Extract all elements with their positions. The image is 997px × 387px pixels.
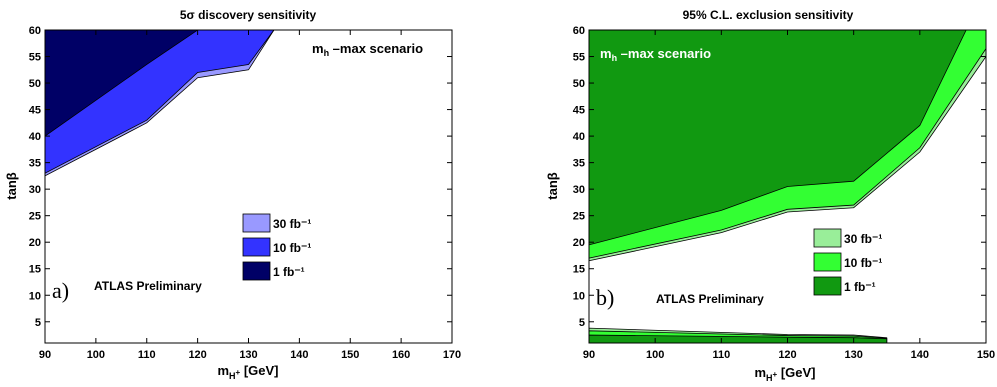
y-tick-label: 25 — [573, 211, 585, 223]
panel-a-title: 5σ discovery sensitivity — [180, 8, 317, 22]
legend-swatch — [242, 261, 271, 281]
y-tick-label: 60 — [29, 25, 41, 37]
panel-b-label: b) — [596, 285, 614, 310]
legend-label: 10 fb⁻¹ — [844, 256, 882, 270]
y-tick-label: 5 — [35, 317, 41, 329]
x-tick-label: 160 — [392, 349, 410, 361]
panel-a-ticks: 90 100 110 120 130 140 150 160 170 5 10 15 20 25 30 35 4… — [29, 25, 461, 361]
panel-b-xlabel: mH+ [GeV] — [754, 365, 815, 383]
y-tick-label: 60 — [573, 25, 585, 37]
x-tick-label: 100 — [646, 349, 664, 361]
panel-a-xlabel: mH+ [GeV] — [217, 363, 278, 381]
x-tick-label: 100 — [87, 349, 105, 361]
y-tick-label: 15 — [29, 264, 41, 276]
panel-b: 95% C.L. exclusion sensitivity 90 100 110 1… — [545, 8, 995, 383]
y-tick-label: 15 — [573, 264, 585, 276]
x-tick-label: 90 — [583, 349, 595, 361]
panel-a-scenario-label: mh –max scenario — [312, 41, 423, 58]
panel-b-scenario-label: mh –max scenario — [600, 46, 711, 63]
legend-label: 1 fb⁻¹ — [844, 280, 876, 294]
y-tick-label: 50 — [573, 78, 585, 90]
legend-swatch — [813, 252, 842, 272]
y-tick-label: 55 — [29, 52, 41, 64]
panel-a: 5σ discovery sensitivity 90 100 110 120 130 1… — [4, 8, 461, 381]
legend-label: 10 fb⁻¹ — [273, 241, 311, 255]
legend-swatch — [242, 213, 271, 233]
legend-swatch — [242, 237, 271, 257]
x-tick-label: 150 — [977, 349, 995, 361]
panel-a-label: a) — [52, 278, 69, 303]
panel-b-ticks: 90 100 110 120 130 140 150 5 10 15 20 25 30 35 40 45 50 5… — [573, 25, 995, 361]
panel-b-regions — [588, 29, 987, 344]
x-tick-label: 110 — [712, 349, 730, 361]
y-tick-label: 5 — [579, 317, 585, 329]
legend-swatch — [813, 276, 842, 296]
x-tick-label: 120 — [188, 349, 206, 361]
y-tick-label: 30 — [573, 184, 585, 196]
x-tick-label: 150 — [341, 349, 359, 361]
panel-a-watermark: ATLAS Preliminary — [94, 279, 202, 293]
y-tick-label: 20 — [573, 237, 585, 249]
panel-a-ylabel: tanβ — [4, 172, 19, 200]
panel-a-regions — [44, 29, 275, 177]
y-tick-label: 10 — [573, 290, 585, 302]
x-tick-label: 130 — [239, 349, 257, 361]
y-tick-label: 30 — [29, 184, 41, 196]
y-tick-label: 55 — [573, 52, 585, 64]
panel-a-legend: 30 fb⁻¹ 10 fb⁻¹ 1 fb⁻¹ — [242, 213, 311, 281]
legend-label: 1 fb⁻¹ — [273, 265, 305, 279]
y-tick-label: 45 — [29, 105, 41, 117]
y-tick-label: 35 — [573, 158, 585, 170]
panel-b-ylabel: tanβ — [545, 172, 560, 200]
x-tick-label: 90 — [39, 349, 51, 361]
x-tick-label: 130 — [844, 349, 862, 361]
panel-b-legend: 30 fb⁻¹ 10 fb⁻¹ 1 fb⁻¹ — [813, 228, 882, 296]
y-tick-label: 45 — [573, 105, 585, 117]
x-tick-label: 140 — [911, 349, 929, 361]
legend-label: 30 fb⁻¹ — [844, 232, 882, 246]
y-tick-label: 25 — [29, 211, 41, 223]
y-tick-label: 10 — [29, 290, 41, 302]
x-tick-label: 110 — [138, 349, 156, 361]
legend-label: 30 fb⁻¹ — [273, 217, 311, 231]
x-tick-label: 170 — [443, 349, 461, 361]
x-tick-label: 120 — [778, 349, 796, 361]
region-3 — [588, 29, 967, 246]
y-tick-label: 35 — [29, 158, 41, 170]
y-tick-label: 40 — [573, 131, 585, 143]
x-tick-label: 140 — [290, 349, 308, 361]
y-tick-label: 50 — [29, 78, 41, 90]
y-tick-label: 20 — [29, 237, 41, 249]
panel-b-title: 95% C.L. exclusion sensitivity — [683, 8, 854, 22]
y-tick-label: 40 — [29, 131, 41, 143]
legend-swatch — [813, 228, 842, 248]
panel-b-watermark: ATLAS Preliminary — [656, 292, 764, 306]
